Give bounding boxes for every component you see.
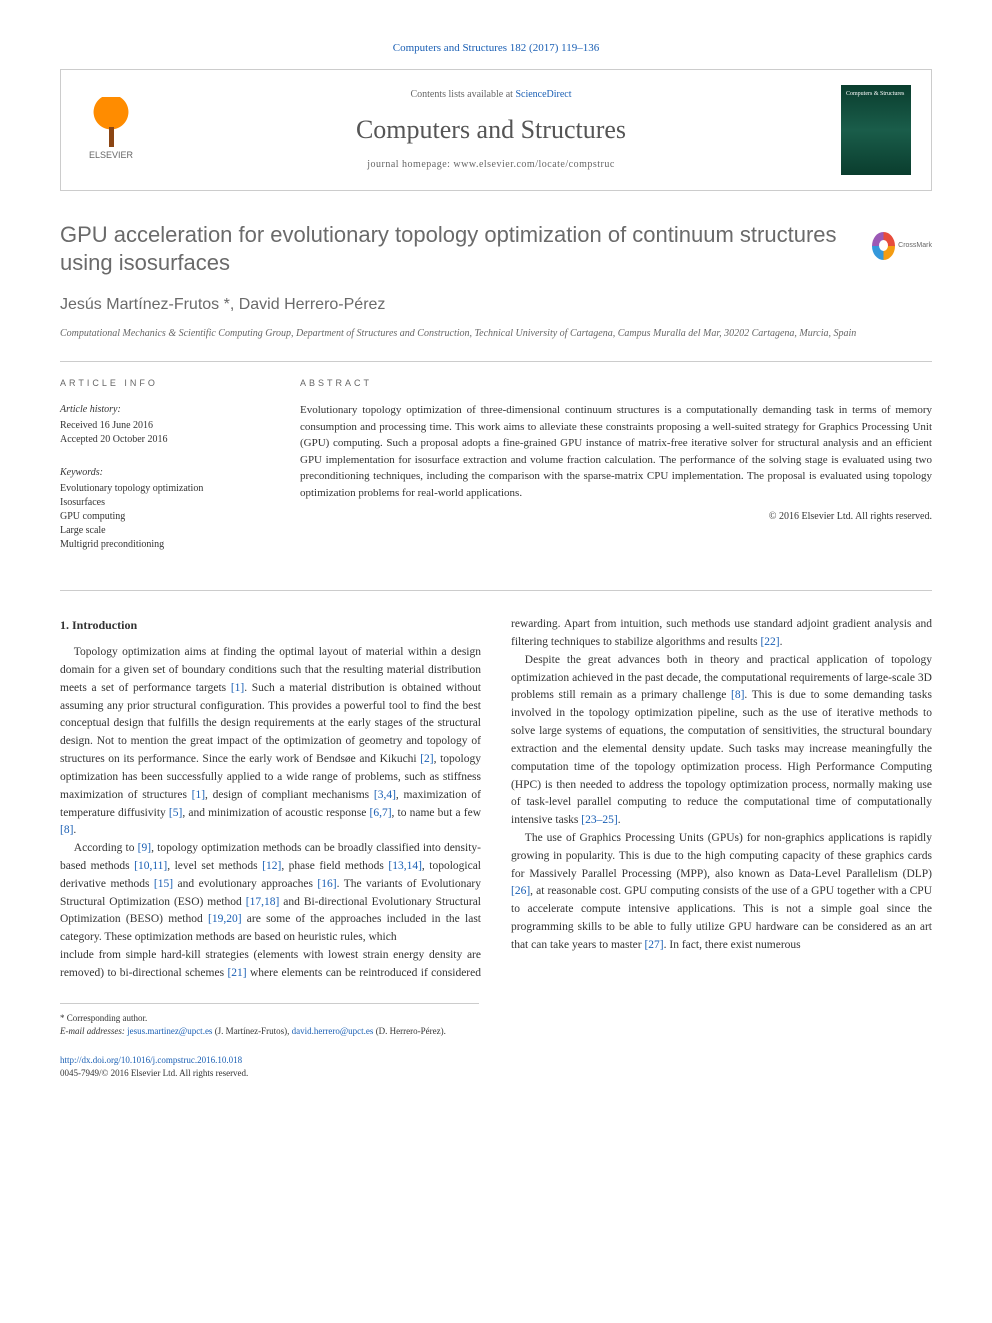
text: . Such a material distribution is obtain… — [60, 682, 481, 765]
ref-link[interactable]: [21] — [227, 967, 246, 979]
text: . — [618, 814, 621, 826]
body-paragraph: Despite the great advances both in theor… — [511, 652, 932, 830]
title-text: GPU acceleration for evolutionary topolo… — [60, 222, 837, 276]
text: and evolutionary approaches — [173, 878, 317, 890]
email-link[interactable]: david.herrero@upct.es — [292, 1026, 374, 1036]
text: . — [73, 824, 76, 836]
homepage-prefix: journal homepage: — [367, 159, 453, 170]
header-center: Contents lists available at ScienceDirec… — [161, 87, 821, 172]
crossmark-badge[interactable]: CrossMark — [872, 226, 932, 266]
text: , and minimization of acoustic response — [182, 807, 369, 819]
doi-link[interactable]: http://dx.doi.org/10.1016/j.compstruc.20… — [60, 1054, 932, 1068]
authors: Jesús Martínez-Frutos *, David Herrero-P… — [60, 293, 932, 317]
footnotes: * Corresponding author. E-mail addresses… — [60, 1003, 479, 1039]
text: , level set methods — [167, 860, 262, 872]
accepted-date: Accepted 20 October 2016 — [60, 433, 260, 447]
keyword: GPU computing — [60, 510, 260, 524]
crossmark-icon — [872, 232, 895, 260]
keyword: Large scale — [60, 524, 260, 538]
ref-link[interactable]: [1] — [231, 682, 244, 694]
ref-link[interactable]: [13,14] — [388, 860, 422, 872]
journal-cover-thumbnail: Computers & Structures — [841, 85, 911, 175]
abstract-column: ABSTRACT Evolutionary topology optimizat… — [300, 377, 932, 571]
keyword: Multigrid preconditioning — [60, 538, 260, 552]
abstract-text: Evolutionary topology optimization of th… — [300, 402, 932, 501]
ref-link[interactable]: [17,18] — [246, 896, 280, 908]
contents-line: Contents lists available at ScienceDirec… — [161, 87, 821, 102]
ref-link[interactable]: [19,20] — [208, 913, 242, 925]
body-paragraph: Topology optimization aims at finding th… — [60, 644, 481, 840]
ref-link[interactable]: [22] — [760, 636, 779, 648]
footer: http://dx.doi.org/10.1016/j.compstruc.20… — [60, 1054, 932, 1081]
info-abstract-row: ARTICLE INFO Article history: Received 1… — [60, 377, 932, 571]
issn-copyright: 0045-7949/© 2016 Elsevier Ltd. All right… — [60, 1067, 932, 1081]
header-citation: Computers and Structures 182 (2017) 119–… — [60, 40, 932, 57]
abstract-copyright: © 2016 Elsevier Ltd. All rights reserved… — [300, 509, 932, 524]
contents-prefix: Contents lists available at — [410, 89, 515, 100]
ref-link[interactable]: [27] — [644, 939, 663, 951]
article-title: GPU acceleration for evolutionary topolo… — [60, 221, 932, 278]
ref-link[interactable]: [5] — [169, 807, 182, 819]
elsevier-tree-icon — [86, 97, 136, 147]
text: . — [780, 636, 783, 648]
email-link[interactable]: jesus.martinez@upct.es — [127, 1026, 212, 1036]
divider — [60, 361, 932, 362]
ref-link[interactable]: [15] — [154, 878, 173, 890]
email-label: E-mail addresses: — [60, 1026, 127, 1036]
text: . This is due to some demanding tasks in… — [511, 689, 932, 826]
elsevier-logo: ELSEVIER — [81, 95, 141, 165]
body-paragraph: According to [9], topology optimization … — [60, 840, 481, 947]
elsevier-label: ELSEVIER — [89, 149, 133, 163]
affiliation: Computational Mechanics & Scientific Com… — [60, 327, 932, 341]
ref-link[interactable]: [8] — [731, 689, 744, 701]
article-info-label: ARTICLE INFO — [60, 377, 260, 391]
ref-link[interactable]: [2] — [420, 753, 433, 765]
text: According to — [74, 842, 138, 854]
ref-link[interactable]: [8] — [60, 824, 73, 836]
text: The use of Graphics Processing Units (GP… — [511, 832, 932, 880]
ref-link[interactable]: [16] — [317, 878, 336, 890]
history-head: Article history: — [60, 402, 260, 417]
article-history: Article history: Received 16 June 2016 A… — [60, 402, 260, 447]
homepage-line: journal homepage: www.elsevier.com/locat… — [161, 157, 821, 172]
divider — [60, 590, 932, 591]
keywords-block: Keywords: Evolutionary topology optimiza… — [60, 465, 260, 552]
ref-link[interactable]: [6,7] — [369, 807, 391, 819]
body-paragraph: The use of Graphics Processing Units (GP… — [511, 830, 932, 955]
section-heading: 1. Introduction — [60, 616, 481, 634]
text: , to name but a few — [392, 807, 481, 819]
sciencedirect-link[interactable]: ScienceDirect — [515, 89, 571, 100]
keyword: Isosurfaces — [60, 496, 260, 510]
journal-header: ELSEVIER Contents lists available at Sci… — [60, 69, 932, 191]
email-name: (D. Herrero-Pérez). — [373, 1026, 445, 1036]
text: , phase field methods — [281, 860, 388, 872]
ref-link[interactable]: [26] — [511, 885, 530, 897]
ref-link[interactable]: [23–25] — [581, 814, 617, 826]
keywords-head: Keywords: — [60, 465, 260, 480]
cover-text: Computers & Structures — [846, 90, 906, 99]
keyword: Evolutionary topology optimization — [60, 482, 260, 496]
body-columns: 1. Introduction Topology optimization ai… — [60, 616, 932, 982]
ref-link[interactable]: [12] — [262, 860, 281, 872]
ref-link[interactable]: [9] — [138, 842, 151, 854]
email-name: (J. Martínez-Frutos), — [212, 1026, 291, 1036]
corresponding-author: * Corresponding author. — [60, 1012, 479, 1026]
email-line: E-mail addresses: jesus.martinez@upct.es… — [60, 1025, 479, 1039]
ref-link[interactable]: [1] — [192, 789, 205, 801]
abstract-label: ABSTRACT — [300, 377, 932, 391]
ref-link[interactable]: [3,4] — [374, 789, 396, 801]
received-date: Received 16 June 2016 — [60, 419, 260, 433]
text: . In fact, there exist numerous — [664, 939, 801, 951]
crossmark-label: CrossMark — [898, 241, 932, 250]
article-info-column: ARTICLE INFO Article history: Received 1… — [60, 377, 260, 571]
ref-link[interactable]: [10,11] — [134, 860, 167, 872]
homepage-url[interactable]: www.elsevier.com/locate/compstruc — [453, 159, 614, 170]
text: , design of compliant mechanisms — [205, 789, 374, 801]
journal-title: Computers and Structures — [161, 110, 821, 149]
